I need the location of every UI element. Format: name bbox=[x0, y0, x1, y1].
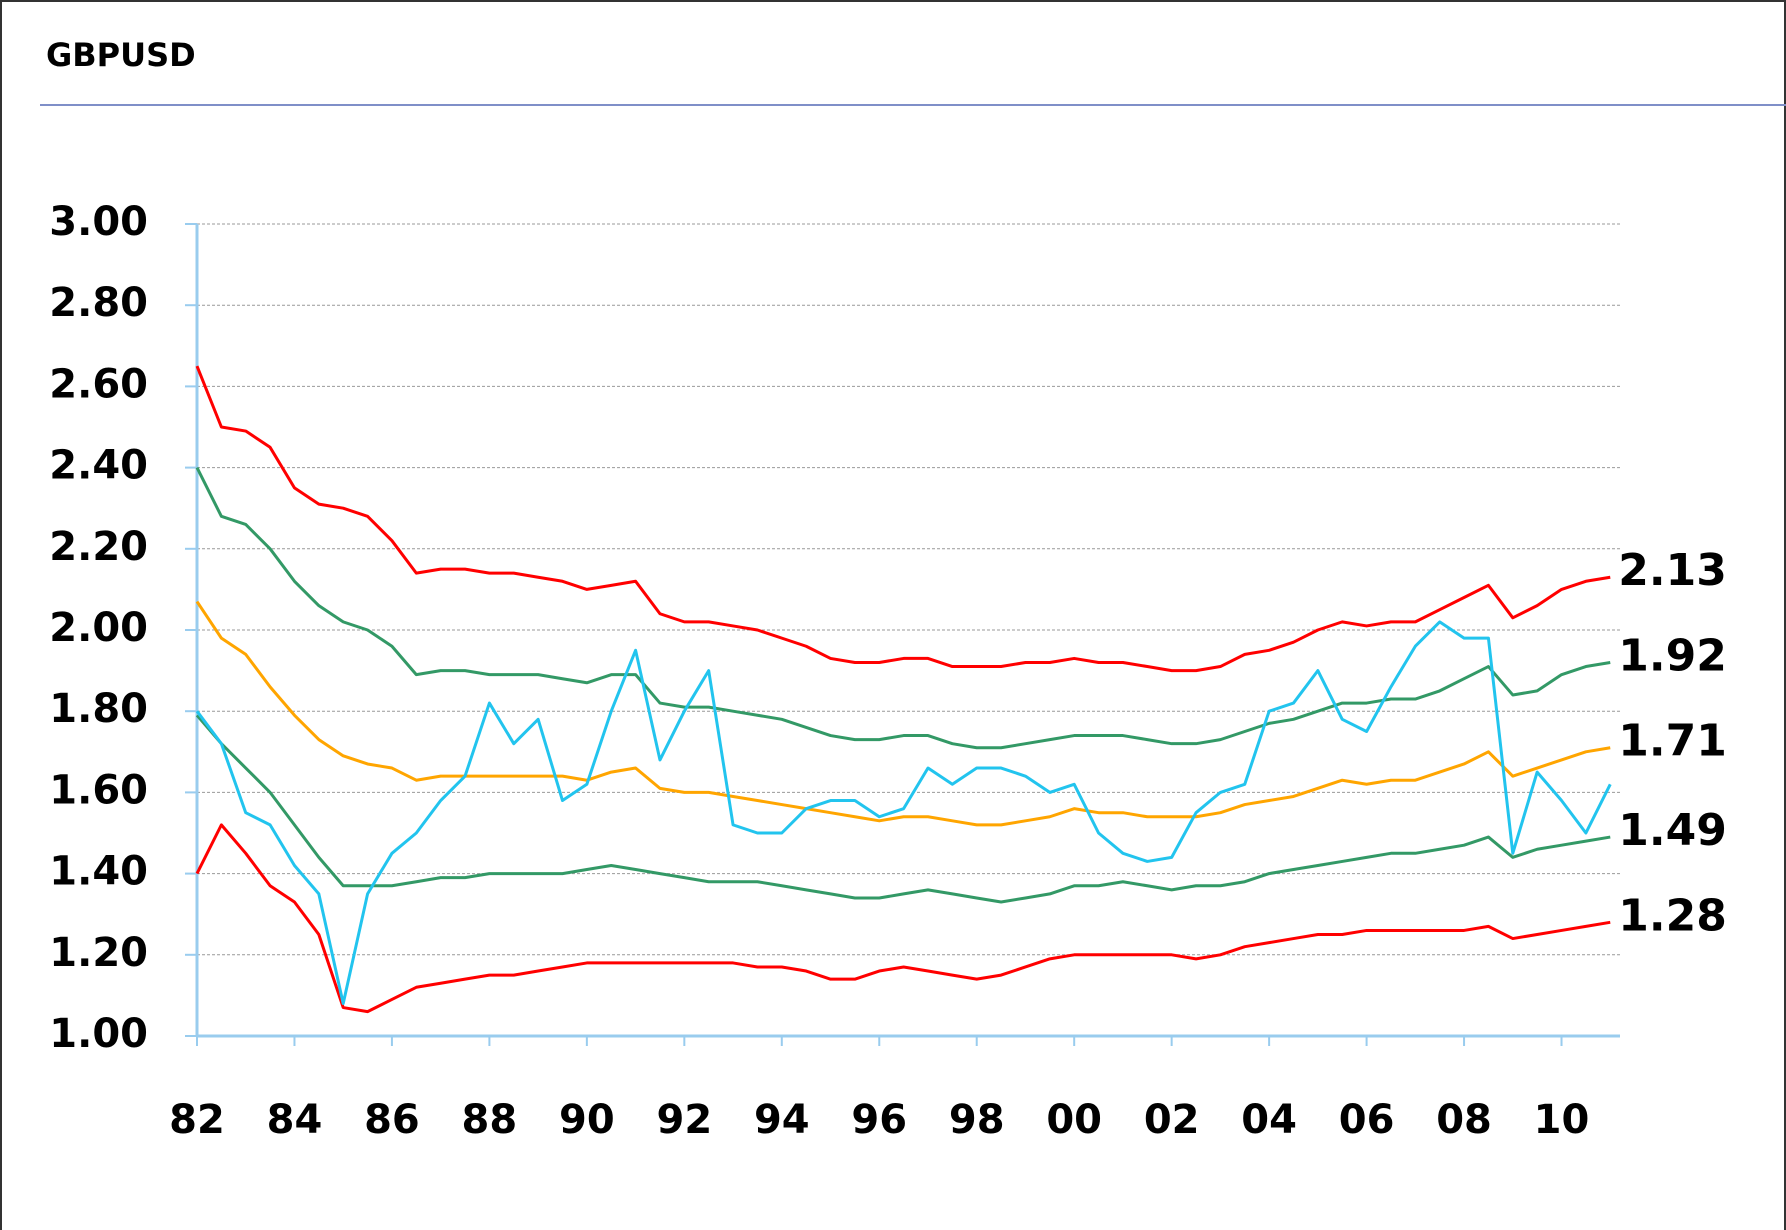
x-tick-label: 04 bbox=[1241, 1097, 1297, 1143]
x-tick-label: 10 bbox=[1534, 1097, 1590, 1143]
x-tick-label: 92 bbox=[656, 1097, 712, 1143]
x-tick-label: 82 bbox=[169, 1097, 225, 1143]
y-tick-label: 2.00 bbox=[49, 605, 148, 651]
y-tick-label: 1.60 bbox=[49, 767, 148, 813]
x-tick-label: 94 bbox=[754, 1097, 810, 1143]
y-tick-label: 1.80 bbox=[49, 686, 148, 732]
y-tick-label: 1.20 bbox=[49, 930, 148, 976]
y-tick-label: 2.60 bbox=[49, 361, 148, 407]
y-tick-label: 1.00 bbox=[49, 1011, 148, 1057]
x-tick-label: 08 bbox=[1436, 1097, 1492, 1143]
x-tick-label: 96 bbox=[851, 1097, 907, 1143]
x-tick-label: 90 bbox=[559, 1097, 615, 1143]
chart-title: GBPUSD bbox=[46, 36, 196, 74]
x-tick-label: 88 bbox=[462, 1097, 518, 1143]
y-tick-label: 2.20 bbox=[49, 524, 148, 570]
y-tick-label: 1.40 bbox=[49, 849, 148, 895]
series-line bbox=[195, 823, 1611, 1014]
x-tick-label: 86 bbox=[364, 1097, 420, 1143]
x-tick-label: 98 bbox=[949, 1097, 1005, 1143]
series-line bbox=[195, 365, 1611, 673]
end-label: 1.49 bbox=[1618, 805, 1727, 856]
x-tick-label: 02 bbox=[1144, 1097, 1200, 1143]
x-tick-label: 84 bbox=[267, 1097, 323, 1143]
end-label: 1.71 bbox=[1618, 716, 1727, 767]
series-line bbox=[195, 600, 1611, 827]
series-line bbox=[195, 466, 1611, 750]
y-tick-label: 3.00 bbox=[49, 199, 148, 245]
end-label: 1.92 bbox=[1618, 630, 1727, 681]
series-line bbox=[195, 620, 1612, 1006]
end-label: 2.13 bbox=[1618, 545, 1727, 596]
y-tick-label: 2.80 bbox=[49, 280, 148, 326]
x-tick-label: 06 bbox=[1339, 1097, 1395, 1143]
series-line bbox=[195, 714, 1611, 904]
end-label: 1.28 bbox=[1618, 890, 1727, 941]
y-tick-label: 2.40 bbox=[49, 443, 148, 489]
x-tick-label: 00 bbox=[1046, 1097, 1102, 1143]
